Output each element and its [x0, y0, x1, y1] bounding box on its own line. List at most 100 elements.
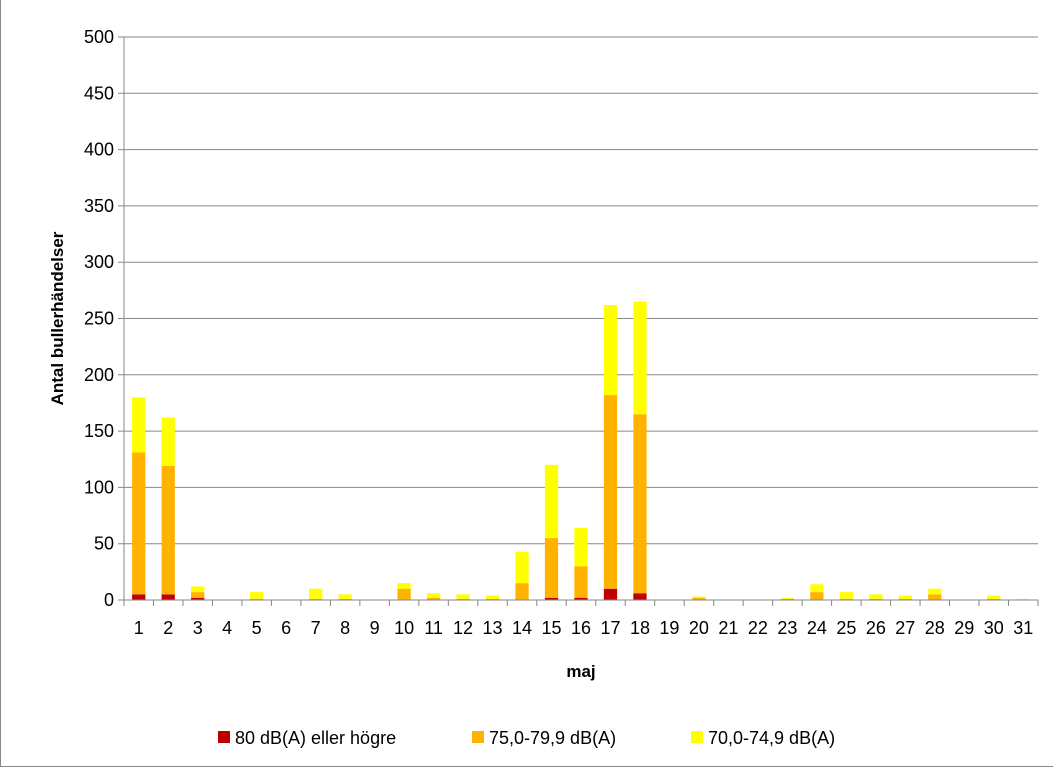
bar-segment: [485, 598, 500, 600]
y-axis-title: Antal bullerhändelser: [48, 231, 67, 405]
bar-segment: [839, 598, 853, 600]
bar-segment: [780, 598, 795, 600]
bar-segment: [426, 597, 441, 600]
bar-segment: [426, 593, 441, 598]
x-tick-label: 20: [689, 618, 709, 638]
x-tick-label: 25: [836, 618, 856, 638]
y-tick-label: 0: [104, 590, 114, 610]
x-tick-label: 5: [252, 618, 262, 638]
bar-segment: [544, 597, 559, 600]
bar-segment: [869, 598, 883, 600]
legend-swatch: [691, 731, 703, 743]
y-tick-label: 450: [84, 83, 114, 103]
bar-segment: [161, 466, 175, 595]
bar-segment: [780, 597, 795, 599]
x-tick-label: 6: [281, 618, 291, 638]
x-tick-label: 24: [807, 618, 827, 638]
bar-segment: [1016, 598, 1030, 600]
y-tick-label: 400: [84, 140, 114, 160]
bar-segment: [456, 598, 470, 600]
bar-segment: [191, 586, 205, 593]
x-tick-labels: 1 2 3 4 5 6 7 8 9 10 11 12 13 14 15 16 17 18 19 20 21 22 23 24 2…: [134, 618, 1034, 638]
bar-segment: [191, 592, 205, 598]
y-tick-label: 300: [84, 252, 114, 272]
legend: 80 dB(A) eller högre 75,0-79,9 dB(A) 70,0-…: [218, 728, 835, 748]
x-tick-label: 12: [453, 618, 473, 638]
bar-segment: [928, 588, 942, 595]
bar-segment: [574, 597, 588, 600]
y-tick-label: 350: [84, 196, 114, 216]
bar-segment: [869, 594, 883, 599]
y-tick-labels: 0 50 100 150 200 250 300 350 400 450 500: [84, 27, 114, 610]
x-axis-title: maj: [566, 662, 595, 681]
legend-label: 75,0-79,9 dB(A): [489, 728, 616, 748]
x-tick-label: 26: [866, 618, 886, 638]
bar-segment: [191, 597, 205, 600]
x-tick-label: 14: [512, 618, 532, 638]
x-tick-label: 15: [542, 618, 562, 638]
x-tick-label: 29: [954, 618, 974, 638]
bar-segment: [132, 397, 146, 453]
x-tick-label: 4: [222, 618, 232, 638]
x-tick-label: 3: [193, 618, 203, 638]
axes: [123, 37, 1039, 606]
y-tick-label: 500: [84, 27, 114, 47]
bar-segment: [987, 595, 1001, 599]
bar-segment: [515, 583, 529, 600]
bar-segment: [161, 594, 175, 600]
bar-segment: [132, 452, 146, 595]
bar-segment: [397, 588, 411, 600]
bar-segment: [692, 597, 706, 600]
bar-segment: [603, 588, 618, 600]
bar-segment: [485, 595, 500, 599]
x-tick-label: 27: [895, 618, 915, 638]
bar-segment: [338, 594, 352, 599]
x-tick-label: 18: [630, 618, 650, 638]
bar-segment: [544, 538, 559, 598]
y-tick-label: 50: [94, 534, 114, 554]
bar-segment: [987, 598, 1001, 600]
bar-segment: [397, 583, 411, 589]
bar-segment: [309, 588, 323, 599]
bar-segment: [633, 593, 647, 600]
bar-segment: [250, 598, 264, 600]
legend-swatch: [472, 731, 484, 743]
x-tick-label: 30: [984, 618, 1004, 638]
x-tick-label: 2: [163, 618, 173, 638]
bar-segment: [338, 598, 352, 600]
bar-segment: [633, 301, 647, 415]
x-tick-label: 1: [134, 618, 144, 638]
x-tick-label: 28: [925, 618, 945, 638]
x-tick-label: 17: [600, 618, 620, 638]
y-tick-label: 200: [84, 365, 114, 385]
x-tick-label: 9: [370, 618, 380, 638]
bar-segment: [309, 598, 323, 600]
bar-segment: [574, 566, 588, 598]
bar-segment: [810, 592, 824, 600]
legend-label: 70,0-74,9 dB(A): [708, 728, 835, 748]
bar-segment: [456, 594, 470, 599]
bar-segment: [839, 592, 853, 599]
x-tick-label: 16: [571, 618, 591, 638]
bar-segment: [250, 592, 264, 599]
bar-segment: [810, 584, 824, 593]
y-tick-label: 250: [84, 309, 114, 329]
x-tick-label: 19: [659, 618, 679, 638]
x-tick-label: 13: [483, 618, 503, 638]
x-tick-label: 8: [340, 618, 350, 638]
legend-label: 80 dB(A) eller högre: [235, 728, 396, 748]
x-tick-label: 10: [394, 618, 414, 638]
bar-segment: [603, 395, 618, 589]
x-tick-label: 11: [424, 618, 443, 638]
y-tick-label: 100: [84, 477, 114, 497]
x-tick-label: 22: [748, 618, 768, 638]
x-tick-label: 7: [311, 618, 321, 638]
bars: [132, 301, 1030, 600]
bar-segment: [574, 527, 588, 567]
bar-segment: [544, 464, 559, 539]
bar-segment: [515, 551, 529, 584]
legend-swatch: [218, 731, 230, 743]
bar-segment: [603, 304, 618, 396]
bar-segment: [692, 596, 706, 598]
